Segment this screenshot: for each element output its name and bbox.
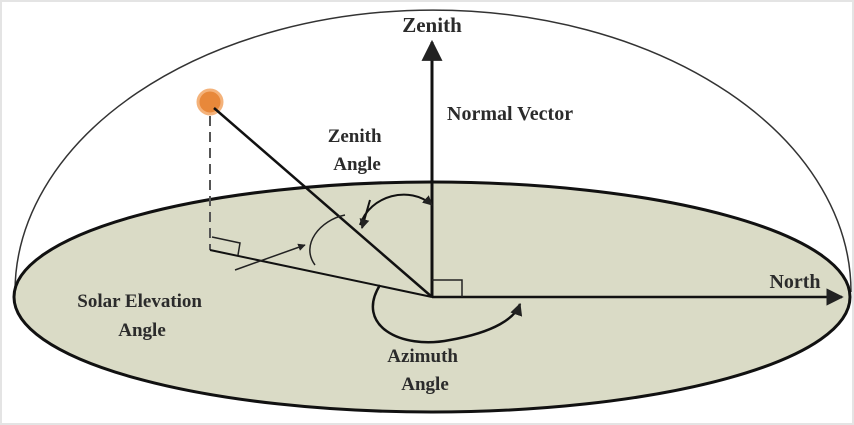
label-line: Zenith: [328, 126, 382, 147]
label-line: Angle: [118, 320, 166, 341]
sky-dome: [14, 9, 852, 293]
label-line: Azimuth: [387, 346, 458, 367]
azimuth-arc: [371, 284, 523, 344]
north-label: North: [769, 271, 820, 293]
zenith-angle-label: Zenith Angle: [328, 126, 387, 175]
azimuth-angle-label: Azimuth Angle: [387, 346, 462, 395]
sun-ray: [213, 107, 433, 298]
normal-vector-label: Normal Vector: [447, 103, 573, 125]
solar-elevation-label: Solar Elevation Angle: [77, 291, 207, 341]
elevation-arc: [309, 214, 346, 266]
zenith-angle-arc: [359, 199, 371, 229]
right-angle-mark: [211, 236, 241, 256]
label-line: Solar Elevation: [77, 291, 202, 312]
elevation-pointer: [234, 243, 306, 271]
horizontal-projection: [209, 249, 433, 298]
label-line: Angle: [401, 374, 449, 395]
zenith-label: Zenith: [402, 13, 462, 37]
label-line: Angle: [333, 154, 381, 175]
zenith-angle-arc: [359, 193, 433, 226]
sun: [196, 88, 224, 116]
right-angle-mark: [432, 279, 463, 297]
